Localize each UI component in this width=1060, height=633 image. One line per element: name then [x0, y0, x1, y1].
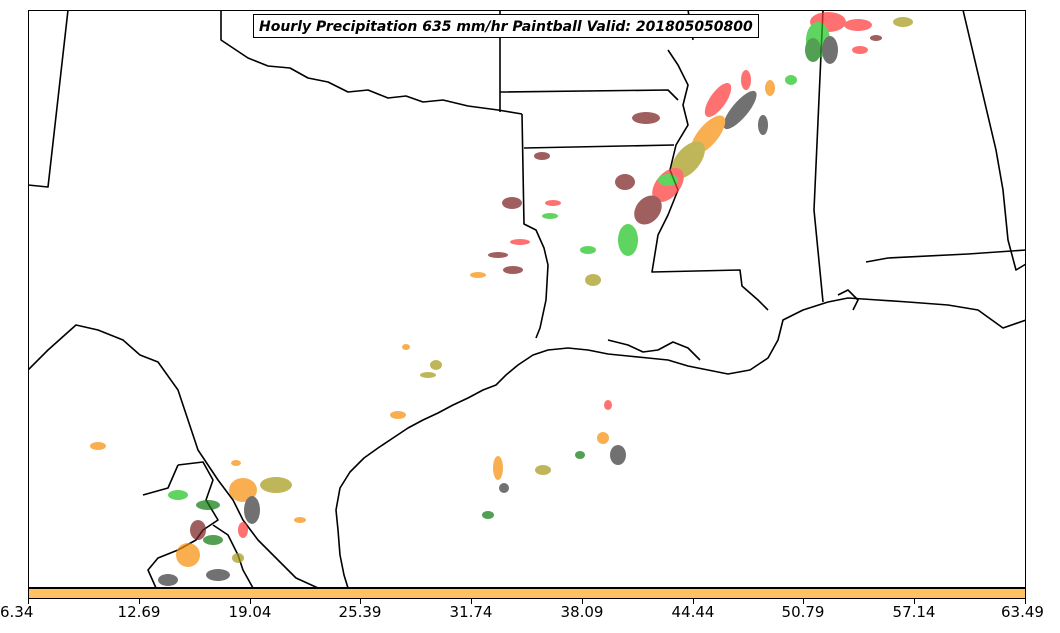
- precip-blob: [196, 500, 220, 510]
- precip-blob: [488, 252, 508, 258]
- precip-blob: [604, 400, 612, 410]
- precip-blob: [390, 411, 406, 419]
- colorbar-tick-label: 19.04: [228, 603, 272, 621]
- precip-blob: [203, 535, 223, 545]
- precip-blob: [545, 200, 561, 206]
- rio-grande-border: [28, 324, 319, 588]
- colorbar-tick: [250, 599, 251, 604]
- colorbar-tick: [693, 599, 694, 604]
- precip-blob: [499, 483, 509, 493]
- precip-blob: [765, 80, 775, 96]
- precip-blob: [229, 478, 257, 502]
- red-river-border: [220, 10, 523, 115]
- nm-border: [28, 10, 69, 188]
- colorbar-tick: [139, 599, 140, 604]
- precip-blob: [704, 82, 732, 118]
- precip-blob: [294, 517, 306, 523]
- colorbar-tick-label: 38.09: [560, 603, 604, 621]
- precip-blob: [158, 574, 178, 586]
- precip-blob: [741, 70, 751, 90]
- precip-blob: [618, 224, 638, 256]
- precip-blob: [420, 372, 436, 378]
- colorbar-tick: [803, 599, 804, 604]
- precip-blob: [723, 90, 757, 130]
- colorbar-tick-label: 12.69: [117, 603, 161, 621]
- precip-blob: [482, 511, 494, 519]
- colorbar-tick-label: 31.74: [449, 603, 493, 621]
- precip-blob: [615, 174, 635, 190]
- map-panel: [28, 10, 1026, 588]
- al-ga-border: [962, 10, 1026, 271]
- ar-tx-border: [521, 113, 549, 339]
- ar-la-border: [523, 144, 675, 149]
- colorbar-tick: [914, 599, 915, 604]
- precip-blob: [231, 460, 241, 466]
- precip-blob: [206, 569, 230, 581]
- ms-al-border: [813, 10, 824, 303]
- colorbar-tick-label: 50.79: [781, 603, 825, 621]
- precip-blob: [785, 75, 797, 85]
- precip-blob: [510, 239, 530, 245]
- precip-blob: [844, 19, 872, 31]
- precip-blob: [430, 360, 442, 370]
- mo-ar-border: [499, 89, 679, 101]
- precip-blob: [822, 36, 838, 64]
- colorbar-tick-label: 6.34: [0, 603, 34, 621]
- precip-blob: [597, 432, 609, 444]
- colorbar-tick: [360, 599, 361, 604]
- precip-blob: [870, 35, 882, 41]
- colorbar-tick: [1025, 599, 1026, 604]
- precip-blob: [542, 213, 558, 219]
- gulf-coastline: [335, 297, 1026, 588]
- precip-blob: [658, 174, 678, 186]
- colorbar: [28, 588, 1026, 599]
- precip-blob: [176, 543, 200, 567]
- fl-panhandle-border: [865, 249, 1026, 263]
- precip-blob: [632, 112, 660, 124]
- precip-blob: [244, 496, 260, 524]
- colorbar-tick-label: 57.14: [892, 603, 936, 621]
- precip-blob: [585, 274, 601, 286]
- precip-blob: [575, 451, 585, 459]
- precip-blob: [535, 465, 551, 475]
- mexico-state-border-2: [142, 464, 179, 496]
- precip-blob: [634, 195, 662, 225]
- precip-blob: [503, 266, 523, 274]
- mobile-bay: [837, 289, 859, 311]
- precip-blob: [758, 115, 768, 135]
- colorbar-tick-label: 44.44: [671, 603, 715, 621]
- precip-blob: [852, 46, 868, 54]
- precip-blob: [232, 553, 244, 563]
- colorbar-tick-label: 63.49: [1001, 603, 1044, 621]
- precip-blob: [534, 152, 550, 160]
- precip-blob: [238, 522, 248, 538]
- precip-blob: [190, 520, 206, 540]
- precip-blob: [502, 197, 522, 209]
- precip-blob: [893, 17, 913, 27]
- precip-blob: [402, 344, 410, 350]
- precip-blob: [470, 272, 486, 278]
- precip-blob: [90, 442, 106, 450]
- colorbar-tick-label: 25.39: [338, 603, 382, 621]
- precip-blob: [168, 490, 188, 500]
- colorbar-tick: [28, 599, 29, 604]
- map-frame: [28, 10, 1026, 588]
- map-title: Hourly Precipitation 635 mm/hr Paintball…: [253, 14, 759, 38]
- precip-blob: [580, 246, 596, 254]
- precip-blob: [805, 38, 821, 62]
- precip-paintballs: [90, 12, 913, 586]
- precip-blob: [260, 477, 292, 493]
- la-coast-detail: [607, 339, 701, 361]
- precip-blob: [610, 445, 626, 465]
- precip-blob: [493, 456, 503, 480]
- colorbar-tick: [582, 599, 583, 604]
- colorbar-tick: [471, 599, 472, 604]
